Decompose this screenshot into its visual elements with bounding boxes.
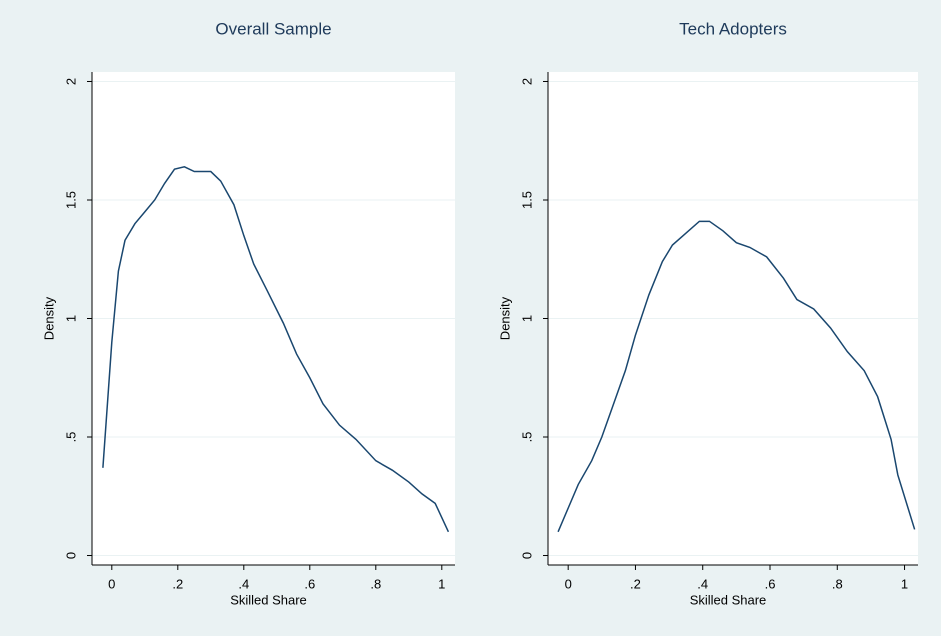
x-tick-label: .4 <box>238 576 249 591</box>
x-tick-label: .6 <box>304 576 315 591</box>
x-tick-label: 1 <box>438 576 445 591</box>
x-tick-label: .4 <box>697 576 708 591</box>
density-line <box>557 220 916 533</box>
chart-title: Tech Adopters <box>679 19 787 38</box>
y-tick-label: 1.5 <box>519 191 534 209</box>
x-tick-label: .8 <box>370 576 381 591</box>
density-line <box>102 166 450 533</box>
x-axis-title: Skilled Share <box>690 592 767 607</box>
y-tick-label: 2 <box>519 78 534 85</box>
y-tick-label: 1.5 <box>63 191 78 209</box>
x-tick-label: .6 <box>765 576 776 591</box>
y-axis-title: Density <box>497 296 512 340</box>
x-tick-label: 0 <box>108 576 115 591</box>
y-axis-title: Density <box>41 296 56 340</box>
y-tick-label: 1 <box>519 315 534 322</box>
y-tick-label: 2 <box>63 78 78 85</box>
x-tick-label: 1 <box>901 576 908 591</box>
y-tick-label: 0 <box>519 552 534 559</box>
y-tick-label: 0 <box>63 552 78 559</box>
x-tick-label: .2 <box>172 576 183 591</box>
y-tick-label: .5 <box>519 432 534 443</box>
chart-title: Overall Sample <box>215 19 331 38</box>
x-tick-label: .8 <box>832 576 843 591</box>
x-tick-label: 0 <box>565 576 572 591</box>
x-tick-label: .2 <box>630 576 641 591</box>
y-tick-label: 1 <box>63 315 78 322</box>
x-axis-title: Skilled Share <box>230 592 307 607</box>
y-tick-label: .5 <box>63 432 78 443</box>
